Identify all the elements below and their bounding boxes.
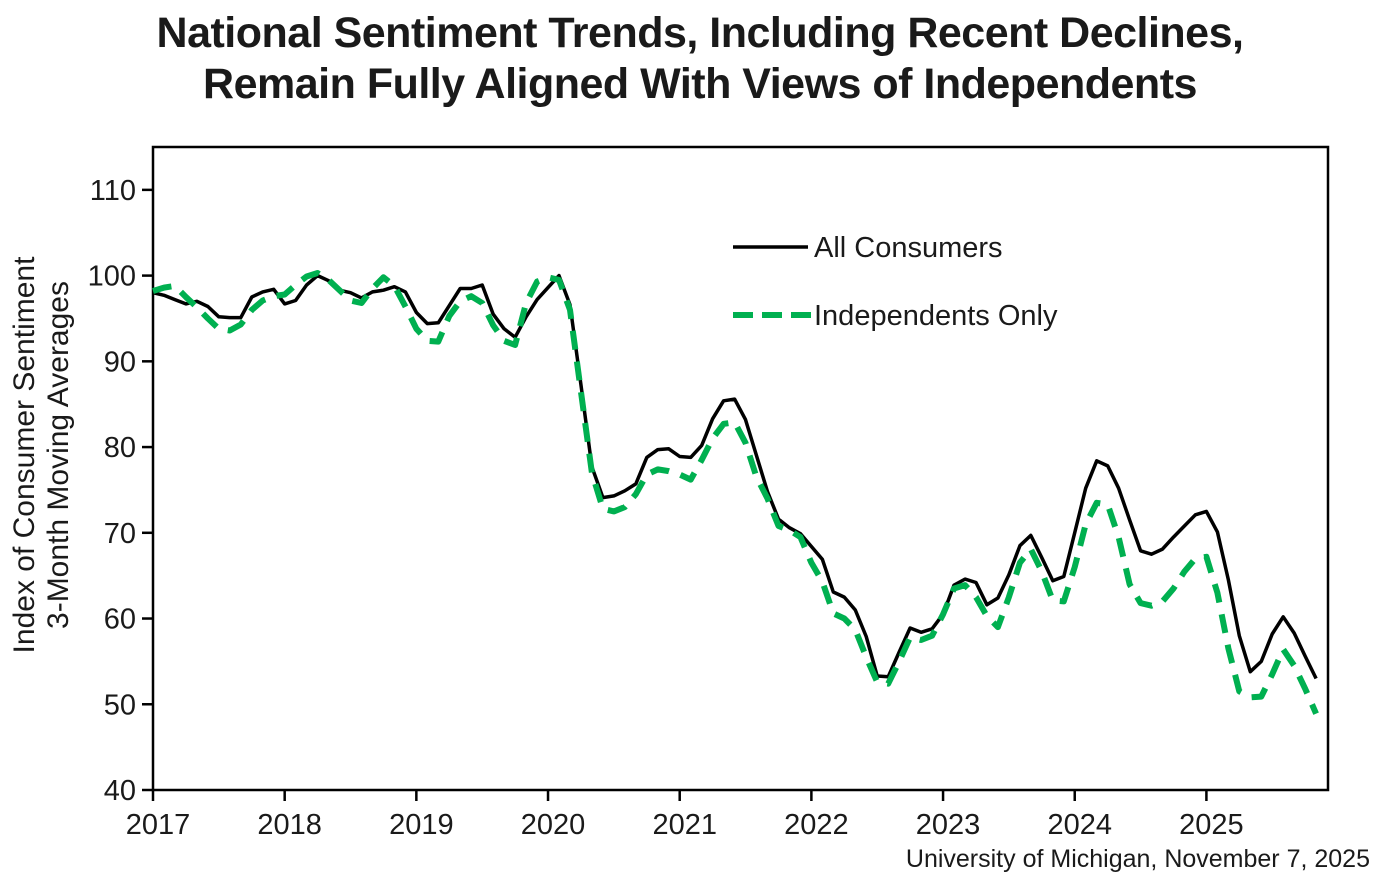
y-axis-title-line2: 3-Month Moving Averages <box>42 281 75 629</box>
chart-title: National Sentiment Trends, Including Rec… <box>0 8 1400 110</box>
legend-all-consumers-label: All Consumers <box>814 232 1003 264</box>
chart-title-line1: National Sentiment Trends, Including Rec… <box>156 9 1244 57</box>
y-tick-label: 80 <box>104 432 136 464</box>
y-tick-label: 100 <box>88 261 136 293</box>
x-tick-label: 2018 <box>257 809 322 841</box>
plot-area-border <box>151 145 1330 792</box>
y-tick-label: 40 <box>104 775 136 807</box>
x-tick-label: 2022 <box>784 809 849 841</box>
x-tick-label: 2021 <box>652 809 717 841</box>
chart-title-line2: Remain Fully Aligned With Views of Indep… <box>203 60 1197 108</box>
x-tick-label: 2019 <box>389 809 454 841</box>
y-tick-label: 70 <box>104 518 136 550</box>
x-tick-label: 2025 <box>1179 809 1244 841</box>
y-tick-label: 90 <box>104 346 136 378</box>
x-tick-label: 2020 <box>521 809 586 841</box>
legend-independents-label: Independents Only <box>814 300 1058 332</box>
independents-only-line <box>152 270 1319 715</box>
legend: All Consumers Independents Only <box>733 232 1058 332</box>
y-tick-label: 110 <box>90 175 136 207</box>
y-tick-label: 50 <box>104 689 136 721</box>
source-note: University of Michigan, November 7, 2025 <box>905 845 1370 873</box>
x-tick-label: 2023 <box>916 809 981 841</box>
x-axis-ticks: 2017 2018 2019 2020 2021 2022 2023 2024 2025 <box>126 790 1244 841</box>
y-tick-label: 60 <box>104 604 136 636</box>
y-axis-title-line1: Index of Consumer Sentiment <box>8 256 41 654</box>
x-tick-label: 2024 <box>1047 809 1112 841</box>
series-lines <box>152 270 1319 715</box>
y-axis-ticks: 110 100 90 80 70 60 50 40 <box>88 175 153 807</box>
x-tick-label: 2017 <box>126 809 191 841</box>
all-consumers-line <box>152 273 1318 680</box>
